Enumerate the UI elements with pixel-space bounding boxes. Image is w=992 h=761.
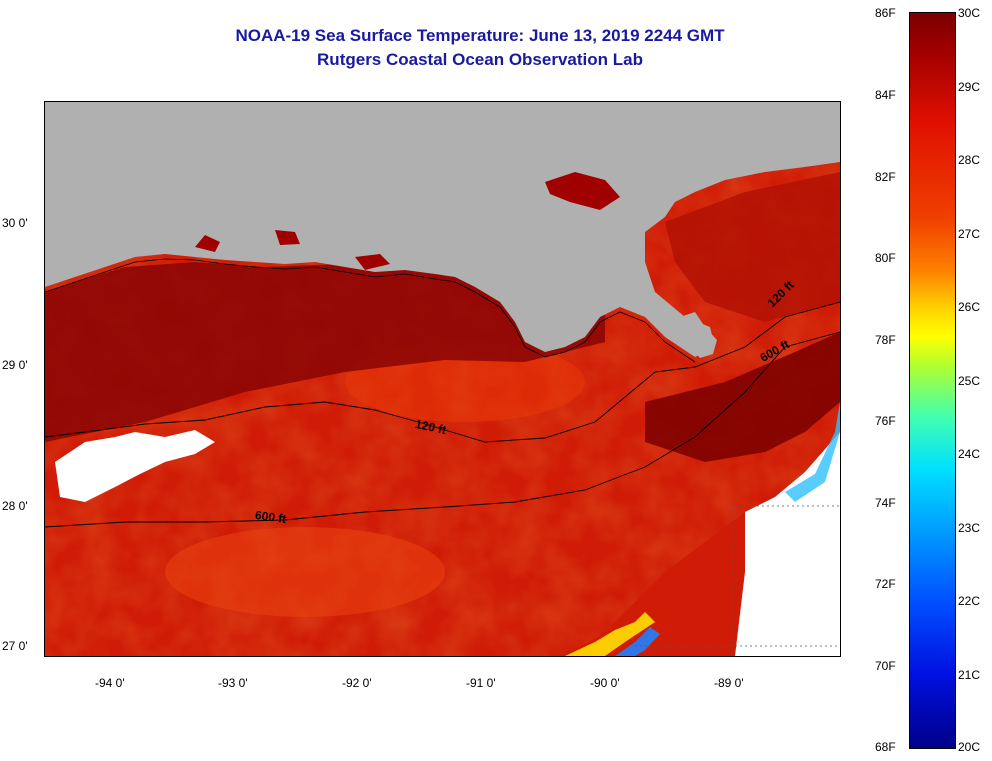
lon-label: -91 0': [466, 676, 496, 690]
sea-edge: [565, 512, 745, 656]
coastline: [45, 258, 696, 363]
lat-label: 28 0': [2, 499, 28, 513]
sst-map: 120 ft 600 ft 120 ft 600 ft: [44, 101, 841, 657]
temperature-colorbar: [909, 12, 956, 749]
colorbar-c-label: 20C: [958, 740, 981, 754]
lat-label: 29 0': [2, 358, 28, 372]
colorbar-c-label: 21C: [958, 668, 981, 682]
lon-label: -94 0': [95, 676, 125, 690]
lon-label: -90 0': [590, 676, 620, 690]
colorbar-f-label: 68F: [875, 740, 896, 754]
shelf-warm-zone: [45, 262, 605, 442]
map-subtitle: Rutgers Coastal Ocean Observation Lab: [317, 50, 643, 69]
cloud-cover: [55, 430, 215, 502]
colorbar-f-label: 86F: [875, 6, 896, 20]
inland-water: [195, 172, 620, 270]
eastern-warm-zone: [645, 332, 840, 462]
grid-lines: [635, 502, 840, 656]
colorbar-f-label: 80F: [875, 251, 896, 265]
colorbar-c-label: 29C: [958, 80, 981, 94]
lon-label: -89 0': [714, 676, 744, 690]
colorbar-c-label: 26C: [958, 300, 981, 314]
colorbar-f-label: 84F: [875, 88, 896, 102]
colorbar-f-label: 78F: [875, 333, 896, 347]
colorbar-f-label: 76F: [875, 414, 896, 428]
colorbar-c-label: 25C: [958, 374, 981, 388]
colorbar-f-label: 70F: [875, 659, 896, 673]
colorbar-f-label: 82F: [875, 170, 896, 184]
land-mass: [45, 102, 840, 357]
lon-label: -92 0': [342, 676, 372, 690]
cool-upwelling: [615, 627, 660, 656]
isobath-600: [45, 331, 840, 528]
colorbar-c-label: 28C: [958, 153, 981, 167]
colorbar-c-label: 23C: [958, 521, 981, 535]
colorbar-c-label: 22C: [958, 594, 981, 608]
map-title: NOAA-19 Sea Surface Temperature: June 13…: [235, 26, 725, 45]
lat-label: 27 0': [2, 639, 28, 653]
colorbar-f-label: 74F: [875, 496, 896, 510]
colorbar-f-label: 72F: [875, 577, 896, 591]
colorbar-c-label: 27C: [958, 227, 981, 241]
delta-land: [680, 312, 717, 358]
colorbar-c-label: 24C: [958, 447, 981, 461]
cool-edge: [785, 402, 840, 502]
isobath-120: [45, 301, 840, 443]
lat-label: 30 0': [2, 216, 28, 230]
colorbar-c-label: 30C: [958, 6, 981, 20]
cool-upwelling: [565, 612, 655, 656]
lon-label: -93 0': [218, 676, 248, 690]
sst-map-image: [45, 102, 840, 656]
warm-patch: [165, 527, 445, 617]
chandeleur-zone: [665, 172, 840, 322]
